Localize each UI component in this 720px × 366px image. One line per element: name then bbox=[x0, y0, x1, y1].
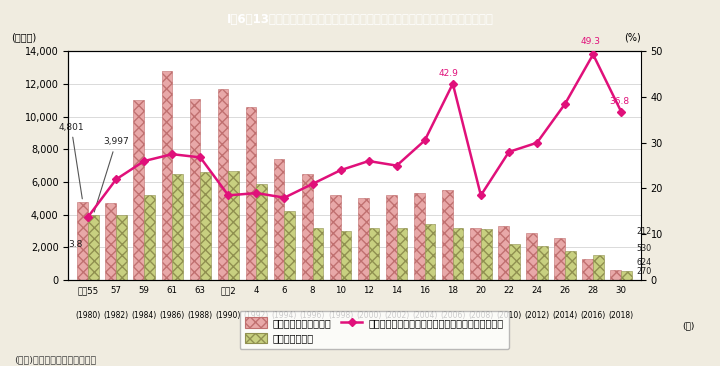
Bar bbox=[274, 159, 284, 280]
Text: (2016): (2016) bbox=[580, 310, 606, 320]
Bar bbox=[88, 215, 99, 280]
Bar bbox=[386, 195, 397, 280]
Text: (1980): (1980) bbox=[76, 310, 101, 320]
Bar bbox=[537, 246, 548, 280]
Bar bbox=[621, 271, 632, 280]
Bar bbox=[200, 172, 211, 280]
Bar bbox=[77, 202, 88, 280]
Bar bbox=[414, 193, 425, 280]
Text: (1992): (1992) bbox=[244, 310, 269, 320]
Text: (2004): (2004) bbox=[412, 310, 438, 320]
Bar bbox=[133, 100, 144, 280]
Bar bbox=[172, 174, 183, 280]
Text: (2000): (2000) bbox=[356, 310, 382, 320]
Text: (件，人): (件，人) bbox=[12, 32, 37, 42]
Text: 530: 530 bbox=[636, 244, 652, 253]
Text: (年): (年) bbox=[683, 322, 695, 330]
Bar bbox=[554, 238, 565, 280]
Bar bbox=[246, 107, 256, 280]
Bar bbox=[481, 229, 492, 280]
Text: I－6－13図　売春関係事犯検挙件数，要保護女子総数及び未成年者の割合の推移: I－6－13図 売春関係事犯検挙件数，要保護女子総数及び未成年者の割合の推移 bbox=[227, 13, 493, 26]
Text: 4,801: 4,801 bbox=[58, 123, 84, 199]
Text: (2018): (2018) bbox=[608, 310, 634, 320]
Text: 49.3: 49.3 bbox=[580, 37, 600, 46]
Text: 3,997: 3,997 bbox=[94, 137, 129, 212]
Text: (1986): (1986) bbox=[160, 310, 185, 320]
Text: (1996): (1996) bbox=[300, 310, 325, 320]
Bar bbox=[593, 255, 604, 280]
Text: (%): (%) bbox=[624, 32, 641, 42]
Bar bbox=[442, 190, 453, 280]
Text: (1984): (1984) bbox=[132, 310, 157, 320]
Text: 624: 624 bbox=[636, 258, 652, 267]
Bar bbox=[228, 171, 239, 280]
Bar bbox=[312, 228, 323, 280]
Bar bbox=[611, 270, 621, 280]
Text: (備考)　警察庁資料より作成。: (備考) 警察庁資料より作成。 bbox=[14, 355, 96, 364]
Text: 212: 212 bbox=[636, 227, 652, 236]
Text: (2002): (2002) bbox=[384, 310, 409, 320]
Bar bbox=[161, 71, 172, 280]
Bar bbox=[509, 244, 520, 280]
Bar bbox=[302, 174, 312, 280]
Text: 270: 270 bbox=[636, 267, 652, 276]
Bar bbox=[470, 228, 481, 280]
Bar bbox=[330, 195, 341, 280]
Text: (2006): (2006) bbox=[440, 310, 466, 320]
Bar bbox=[425, 224, 436, 280]
Bar bbox=[217, 89, 228, 280]
Legend: 売春関係事犯検挙件数, 要保護女子総数, 要保護女子総数に占める未成年者の割合（右目盛）: 売春関係事犯検挙件数, 要保護女子総数, 要保護女子総数に占める未成年者の割合（… bbox=[240, 311, 509, 349]
Bar bbox=[582, 259, 593, 280]
Bar bbox=[358, 198, 369, 280]
Bar bbox=[565, 251, 576, 280]
Bar bbox=[498, 226, 509, 280]
Text: (2008): (2008) bbox=[468, 310, 493, 320]
Bar bbox=[526, 233, 537, 280]
Text: 36.8: 36.8 bbox=[609, 97, 629, 106]
Bar bbox=[116, 214, 127, 280]
Bar bbox=[256, 184, 267, 280]
Bar bbox=[284, 212, 295, 280]
Text: (1998): (1998) bbox=[328, 310, 354, 320]
Text: 42.9: 42.9 bbox=[438, 70, 459, 78]
Text: (1988): (1988) bbox=[188, 310, 213, 320]
Text: (1982): (1982) bbox=[104, 310, 129, 320]
Text: (2014): (2014) bbox=[552, 310, 577, 320]
Text: (1990): (1990) bbox=[216, 310, 241, 320]
Text: (2012): (2012) bbox=[524, 310, 549, 320]
Text: (2010): (2010) bbox=[496, 310, 521, 320]
Bar bbox=[105, 203, 116, 280]
Bar bbox=[453, 228, 464, 280]
Bar bbox=[341, 231, 351, 280]
Text: 3.8: 3.8 bbox=[68, 240, 83, 249]
Text: (1994): (1994) bbox=[271, 310, 297, 320]
Bar bbox=[189, 98, 200, 280]
Bar bbox=[369, 228, 379, 280]
Bar bbox=[144, 195, 155, 280]
Bar bbox=[397, 228, 408, 280]
